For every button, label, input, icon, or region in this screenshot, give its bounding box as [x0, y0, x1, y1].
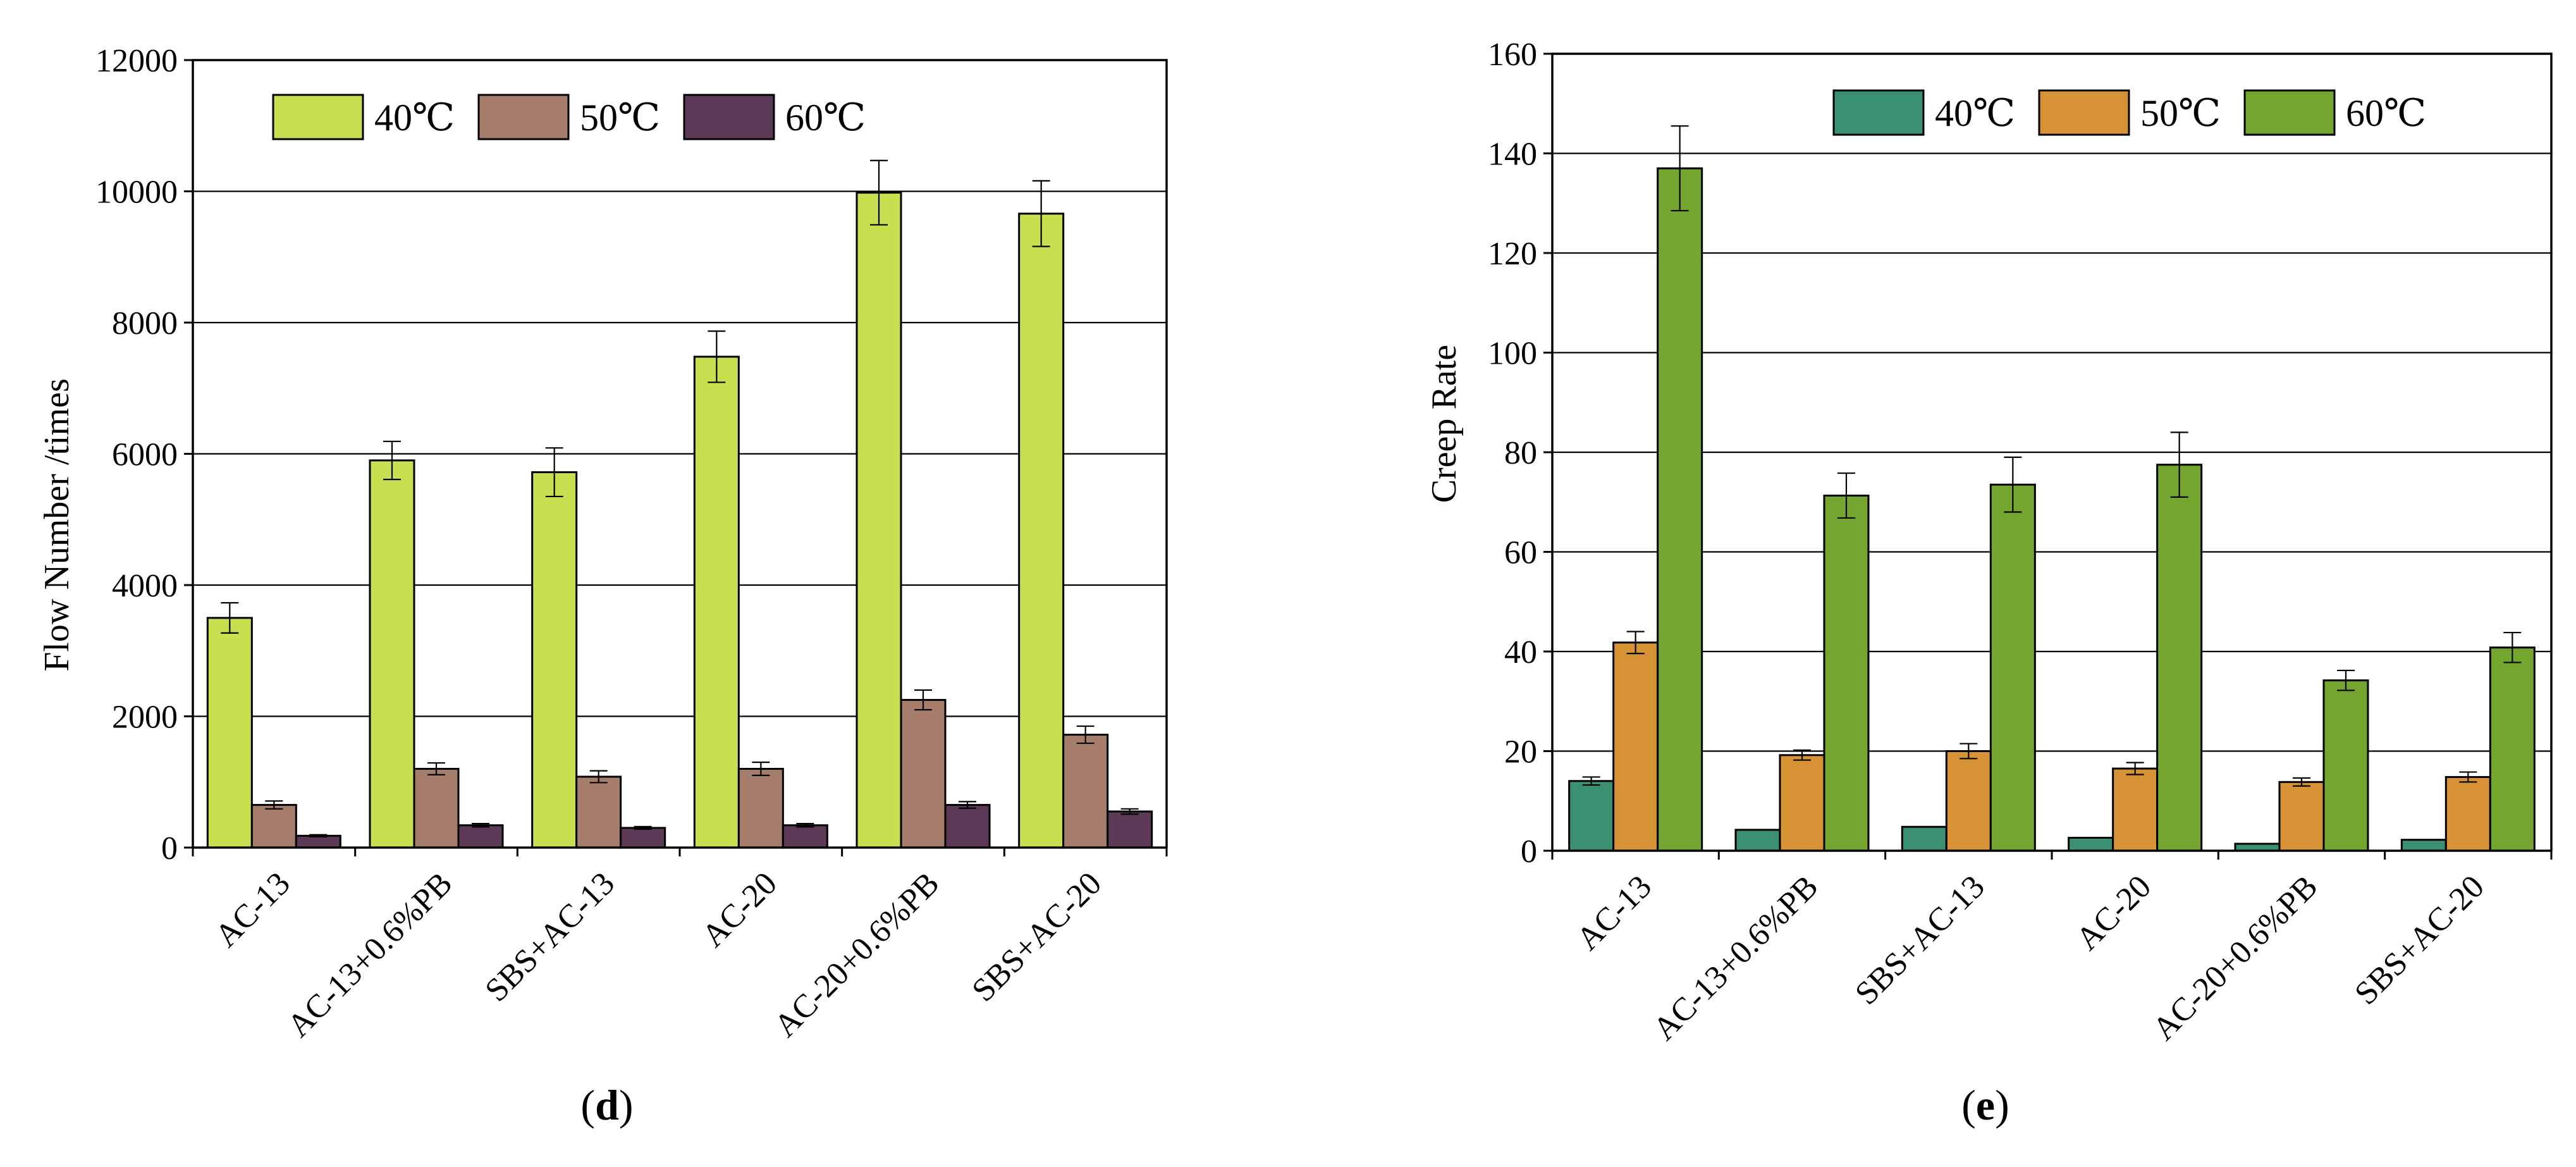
bar-e-AC-20+0.6%PB-60℃: [2322, 679, 2369, 852]
bar-e-SBS+AC-20-40℃: [2400, 839, 2447, 852]
x-tick-label-e: AC-20+0.6%PB: [2146, 868, 2325, 1047]
bar-e-AC-13-40℃: [1568, 780, 1615, 852]
y-axis-label-e: Creep Rate: [1425, 345, 1464, 503]
y-tick-label-d: 8000: [112, 306, 178, 342]
panel-label-e-letter: e: [1976, 1081, 1995, 1129]
y-tick-label-e: 160: [1488, 37, 1537, 73]
bar-d-AC-13+0.6%PB-40℃: [369, 459, 415, 849]
panel-label-d-letter: d: [595, 1081, 619, 1129]
x-tick-label-d: AC-20: [695, 865, 783, 954]
bar-d-SBS+AC-13-40℃: [531, 471, 578, 849]
bar-e-SBS+AC-20-50℃: [2444, 775, 2491, 852]
x-tick-label-e: SBS+AC-13: [1848, 868, 1992, 1012]
bar-d-AC-13-60℃: [295, 834, 341, 849]
y-tick-label-e: 80: [1504, 435, 1537, 471]
bar-e-SBS+AC-13-40℃: [1901, 825, 1947, 852]
y-tick-label-d: 0: [161, 830, 178, 867]
x-tick-label-d: AC-13: [208, 865, 297, 954]
x-tick-label-d: AC-20+0.6%PB: [768, 865, 947, 1044]
plot-frame-e: [1551, 52, 2553, 852]
y-tick-label-e: 40: [1504, 634, 1537, 670]
y-tick-label-e: 120: [1488, 236, 1537, 272]
bar-e-AC-20+0.6%PB-50℃: [2278, 781, 2325, 852]
legend-swatch-e-60℃: [2243, 89, 2336, 136]
chart-plot-d: 0 2000 4000 6000 8000 10000 12000 AC-13AC-13+0.…: [95, 43, 1168, 1044]
bar-d-AC-20-60℃: [782, 824, 828, 849]
bar-d-SBS+AC-20-40℃: [1018, 213, 1065, 849]
panel-label-d: (d): [580, 1081, 633, 1129]
legend-label-d-60℃: 60℃: [785, 97, 866, 139]
bar-e-AC-13+0.6%PB-60℃: [1823, 495, 1870, 852]
legend-swatch-e-40℃: [1832, 89, 1925, 136]
bar-d-SBS+AC-13-60℃: [620, 827, 666, 849]
bar-d-AC-13+0.6%PB-60℃: [457, 824, 504, 849]
x-tick-label-e: SBS+AC-20: [2348, 868, 2491, 1012]
x-tick-label-e: AC-13: [1570, 868, 1659, 957]
y-tick-label-e: 60: [1504, 535, 1537, 571]
bar-d-AC-20-40℃: [693, 355, 740, 849]
bar-e-AC-13-60℃: [1657, 167, 1703, 852]
legend-swatch-d-40℃: [272, 94, 364, 140]
y-tick-label-d: 12000: [95, 43, 178, 79]
y-tick-label-d: 2000: [112, 700, 178, 736]
bar-d-AC-20+0.6%PB-60℃: [944, 804, 991, 849]
y-tick-label-d: 4000: [112, 568, 178, 604]
legend-label-d-40℃: 40℃: [374, 97, 455, 139]
bar-d-AC-20+0.6%PB-50℃: [900, 699, 947, 849]
x-tick-label-d: SBS+AC-20: [966, 865, 1109, 1009]
chart-panel-d: 0 2000 4000 6000 8000 10000 12000 AC-13AC-13+0.…: [37, 43, 1168, 1129]
legend-label-e-40℃: 40℃: [1935, 92, 2015, 134]
bar-d-AC-20+0.6%PB-40℃: [856, 192, 902, 849]
bar-d-AC-13-50℃: [250, 804, 297, 849]
bar-e-AC-13-50℃: [1612, 641, 1659, 852]
bar-d-AC-20-50℃: [737, 768, 784, 849]
bar-e-AC-13+0.6%PB-50℃: [1779, 754, 1825, 852]
plot-frame-d: [192, 59, 1168, 849]
panel-label-e: (e): [1961, 1081, 2009, 1129]
bar-d-AC-13+0.6%PB-50℃: [413, 768, 460, 849]
legend-label-d-50℃: 50℃: [580, 97, 660, 139]
legend-swatch-d-50℃: [477, 94, 570, 140]
bar-d-SBS+AC-13-50℃: [575, 775, 622, 849]
y-tick-label-d: 10000: [95, 175, 178, 211]
bar-d-SBS+AC-20-60℃: [1107, 810, 1153, 849]
legend-label-e-60℃: 60℃: [2346, 92, 2426, 134]
x-tick-label-e: AC-13+0.6%PB: [1647, 868, 1825, 1047]
x-tick-label-d: AC-13+0.6%PB: [281, 865, 460, 1044]
x-tick-label-d: SBS+AC-13: [479, 865, 622, 1009]
y-tick-label-e: 140: [1488, 137, 1537, 173]
legend-swatch-e-50℃: [2038, 89, 2130, 136]
bar-e-AC-13+0.6%PB-40℃: [1734, 829, 1781, 852]
y-tick-label-e: 100: [1488, 336, 1537, 372]
bar-d-AC-13-40℃: [206, 617, 253, 849]
bar-e-AC-20-50℃: [2112, 767, 2159, 852]
bar-e-AC-20-60℃: [2156, 464, 2203, 852]
y-tick-label-d: 6000: [112, 437, 178, 473]
bar-e-SBS+AC-13-50℃: [1945, 750, 1992, 852]
y-tick-label-e: 0: [1521, 834, 1537, 870]
y-axis-label-d: Flow Number /times: [37, 378, 77, 672]
bar-e-SBS+AC-13-60℃: [1989, 483, 2036, 852]
legend-label-e-50℃: 50℃: [2140, 92, 2221, 134]
y-tick-label-e: 20: [1504, 734, 1537, 770]
bar-e-AC-20-40℃: [2068, 837, 2114, 852]
bar-e-SBS+AC-20-60℃: [2489, 646, 2536, 852]
x-tick-label-e: AC-20: [2070, 868, 2158, 957]
bar-d-SBS+AC-20-50℃: [1062, 734, 1109, 849]
legend-swatch-d-60℃: [683, 94, 775, 140]
